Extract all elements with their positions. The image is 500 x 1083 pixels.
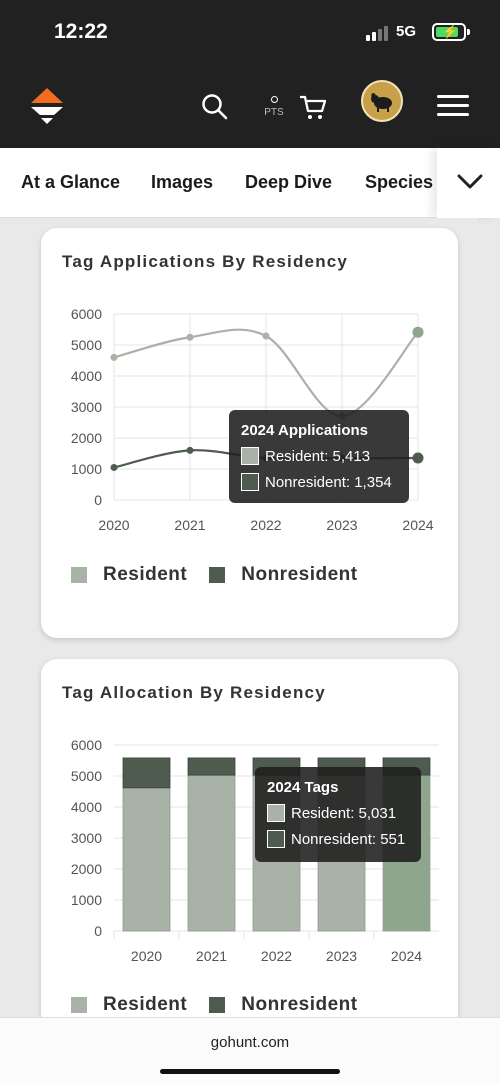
legend-swatch-resident bbox=[71, 567, 87, 583]
y-tick-label: 2000 bbox=[71, 430, 102, 446]
y-tick-label: 5000 bbox=[71, 337, 102, 353]
section-tabs: At a Glance Images Deep Dive Species bbox=[0, 148, 500, 218]
cart-icon[interactable] bbox=[298, 92, 328, 122]
legend-label-nonresident[interactable]: Nonresident bbox=[241, 564, 358, 585]
applications-tooltip: 2024 Applications Resident: 5,413 Nonres… bbox=[229, 410, 409, 503]
points-label: PTS bbox=[264, 107, 284, 118]
avatar[interactable] bbox=[361, 80, 403, 122]
tooltip-row-label: Nonresident: 551 bbox=[291, 830, 406, 848]
logo-icon[interactable] bbox=[28, 86, 66, 126]
legend-label-resident[interactable]: Resident bbox=[103, 564, 188, 585]
data-point-nonresident bbox=[412, 452, 424, 464]
y-tick-label: 3000 bbox=[71, 399, 102, 415]
x-tick-label: 2020 bbox=[98, 517, 129, 533]
data-point-resident bbox=[262, 332, 270, 340]
search-icon[interactable] bbox=[200, 92, 230, 122]
y-tick-label: 1000 bbox=[71, 461, 102, 477]
app-header: 12:22 5G ⚡ PTS bbox=[0, 0, 500, 148]
points-indicator[interactable]: PTS bbox=[262, 96, 286, 120]
tooltip-row-label: Resident: 5,413 bbox=[265, 447, 371, 465]
x-tick-label: 2024 bbox=[402, 517, 433, 533]
menu-icon[interactable] bbox=[437, 95, 469, 117]
tab-deep-dive[interactable]: Deep Dive bbox=[245, 172, 333, 192]
legend-swatch-nonresident bbox=[209, 997, 226, 1013]
allocation-tooltip: 2024 Tags Resident: 5,031 Nonresident: 5… bbox=[255, 767, 421, 862]
sheep-icon bbox=[371, 93, 392, 112]
x-tick-label: 2020 bbox=[131, 948, 162, 964]
chevron-down-icon bbox=[457, 174, 483, 189]
bar-resident bbox=[122, 787, 171, 932]
y-tick-label: 4000 bbox=[71, 368, 102, 384]
tooltip-row-nonresident: Nonresident: 551 bbox=[267, 830, 409, 848]
y-tick-label: 4000 bbox=[71, 799, 102, 815]
bar-nonresident bbox=[187, 757, 236, 776]
signal-icon bbox=[366, 25, 392, 41]
battery-icon: ⚡ bbox=[432, 23, 470, 41]
allocation-title: Tag Allocation By Residency bbox=[62, 683, 326, 702]
data-point-resident bbox=[412, 326, 424, 338]
x-tick-label: 2024 bbox=[391, 948, 422, 964]
data-point-resident bbox=[110, 353, 118, 361]
tooltip-row-nonresident: Nonresident: 1,354 bbox=[241, 473, 397, 491]
y-tick-label: 6000 bbox=[71, 737, 102, 753]
series-line-resident bbox=[113, 328, 419, 418]
allocation-card: Tag Allocation By Residency 0 1000 2000 300… bbox=[41, 659, 458, 1029]
x-tick-label: 2021 bbox=[174, 517, 205, 533]
data-point-resident bbox=[186, 333, 194, 341]
y-tick-label: 2000 bbox=[71, 861, 102, 877]
legend-label-nonresident[interactable]: Nonresident bbox=[241, 994, 358, 1015]
x-tick-label: 2022 bbox=[250, 517, 281, 533]
y-tick-label: 1000 bbox=[71, 892, 102, 908]
data-point-nonresident bbox=[186, 446, 194, 454]
tab-images[interactable]: Images bbox=[151, 172, 214, 192]
content-column: Tag Applications By Residency 0 1000 2000 3… bbox=[20, 218, 478, 1029]
tooltip-title: 2024 Tags bbox=[267, 779, 339, 796]
tab-species[interactable]: Species bbox=[365, 172, 434, 192]
applications-card: Tag Applications By Residency 0 1000 2000 3… bbox=[41, 228, 458, 638]
tooltip-row-resident: Resident: 5,413 bbox=[241, 447, 397, 465]
tooltip-row-resident: Resident: 5,031 bbox=[267, 804, 409, 822]
data-point-nonresident bbox=[110, 463, 118, 471]
y-tick-label: 6000 bbox=[71, 306, 102, 322]
home-indicator[interactable] bbox=[160, 1069, 340, 1074]
applications-legend: Resident Nonresident bbox=[71, 564, 380, 586]
url-label[interactable]: gohunt.com bbox=[210, 1034, 290, 1051]
x-tick-label: 2023 bbox=[326, 517, 357, 533]
status-time: 12:22 bbox=[54, 20, 108, 43]
legend-swatch-nonresident bbox=[209, 567, 226, 583]
allocation-legend: Resident Nonresident bbox=[71, 994, 380, 1016]
y-tick-label: 3000 bbox=[71, 830, 102, 846]
x-tick-label: 2023 bbox=[326, 948, 357, 964]
bar-resident bbox=[187, 774, 236, 932]
y-tick-label: 0 bbox=[94, 492, 102, 508]
y-tick-label: 0 bbox=[94, 923, 102, 939]
applications-title: Tag Applications By Residency bbox=[62, 252, 349, 271]
tooltip-title: 2024 Applications bbox=[241, 422, 368, 439]
points-dot-icon bbox=[270, 96, 278, 103]
y-tick-label: 5000 bbox=[71, 768, 102, 784]
legend-label-resident[interactable]: Resident bbox=[103, 994, 188, 1015]
tooltip-row-label: Resident: 5,031 bbox=[291, 804, 397, 822]
browser-bar: gohunt.com bbox=[0, 1017, 500, 1083]
bar-nonresident bbox=[122, 757, 171, 789]
legend-swatch-resident bbox=[71, 997, 87, 1013]
x-tick-label: 2022 bbox=[261, 948, 292, 964]
x-tick-label: 2021 bbox=[196, 948, 227, 964]
tabs-more-button[interactable] bbox=[437, 148, 500, 218]
network-label: 5G bbox=[396, 23, 417, 40]
tab-at-a-glance[interactable]: At a Glance bbox=[21, 172, 121, 192]
tooltip-row-label: Nonresident: 1,354 bbox=[265, 473, 392, 491]
